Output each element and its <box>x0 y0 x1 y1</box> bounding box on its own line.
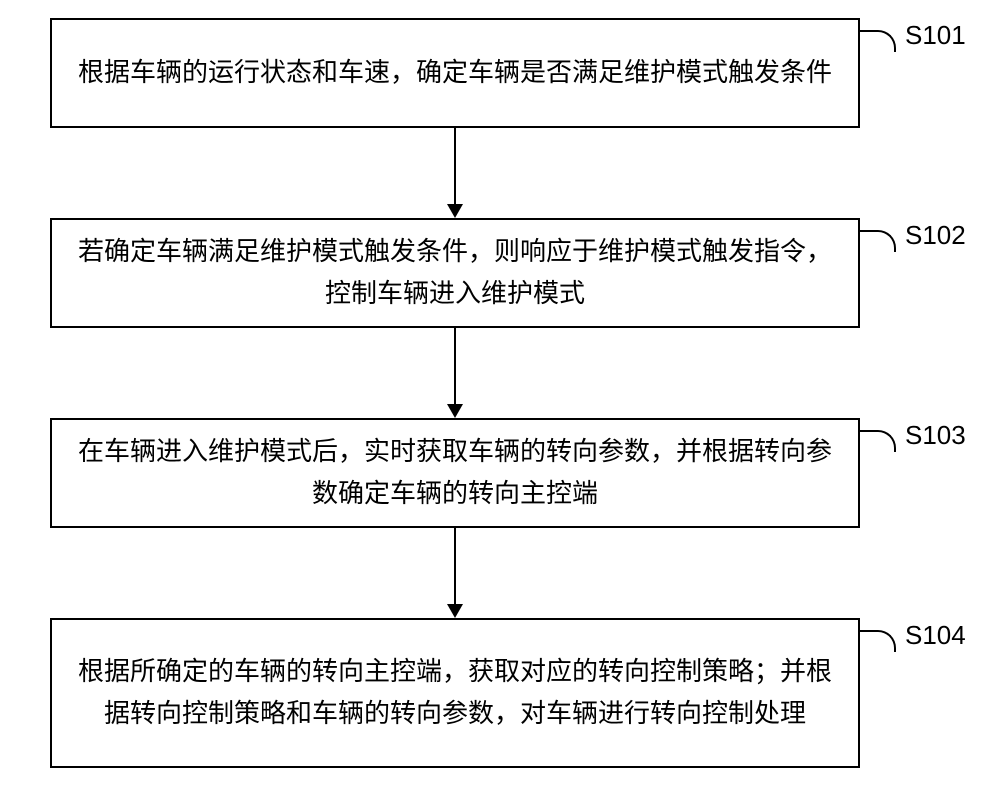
step-text: 根据所确定的车辆的转向主控端，获取对应的转向控制策略；并根据转向控制策略和车辆的… <box>72 651 838 734</box>
step-label-s102: S102 <box>905 220 966 251</box>
arrow-line <box>454 528 456 604</box>
arrow-head-icon <box>447 204 463 218</box>
step-text: 根据车辆的运行状态和车速，确定车辆是否满足维护模式触发条件 <box>78 52 832 94</box>
arrow-down <box>447 328 463 418</box>
step-box-s103: 在车辆进入维护模式后，实时获取车辆的转向参数，并根据转向参数确定车辆的转向主控端 <box>50 418 860 528</box>
step-box-s102: 若确定车辆满足维护模式触发条件，则响应于维护模式触发指令，控制车辆进入维护模式 <box>50 218 860 328</box>
arrow-down <box>447 528 463 618</box>
label-connector <box>858 430 896 452</box>
label-connector <box>858 30 896 52</box>
arrow-line <box>454 328 456 404</box>
label-connector <box>858 230 896 252</box>
arrow-down <box>447 128 463 218</box>
step-text: 若确定车辆满足维护模式触发条件，则响应于维护模式触发指令，控制车辆进入维护模式 <box>72 231 838 314</box>
label-text: S102 <box>905 220 966 250</box>
step-label-s104: S104 <box>905 620 966 651</box>
step-box-s104: 根据所确定的车辆的转向主控端，获取对应的转向控制策略；并根据转向控制策略和车辆的… <box>50 618 860 768</box>
label-text: S101 <box>905 20 966 50</box>
step-box-s101: 根据车辆的运行状态和车速，确定车辆是否满足维护模式触发条件 <box>50 18 860 128</box>
step-text: 在车辆进入维护模式后，实时获取车辆的转向参数，并根据转向参数确定车辆的转向主控端 <box>72 431 838 514</box>
flowchart-container: 根据车辆的运行状态和车速，确定车辆是否满足维护模式触发条件 S101 若确定车辆… <box>0 0 1000 812</box>
arrow-head-icon <box>447 604 463 618</box>
label-text: S103 <box>905 420 966 450</box>
step-label-s103: S103 <box>905 420 966 451</box>
step-label-s101: S101 <box>905 20 966 51</box>
arrow-line <box>454 128 456 204</box>
label-connector <box>858 630 896 652</box>
arrow-head-icon <box>447 404 463 418</box>
label-text: S104 <box>905 620 966 650</box>
